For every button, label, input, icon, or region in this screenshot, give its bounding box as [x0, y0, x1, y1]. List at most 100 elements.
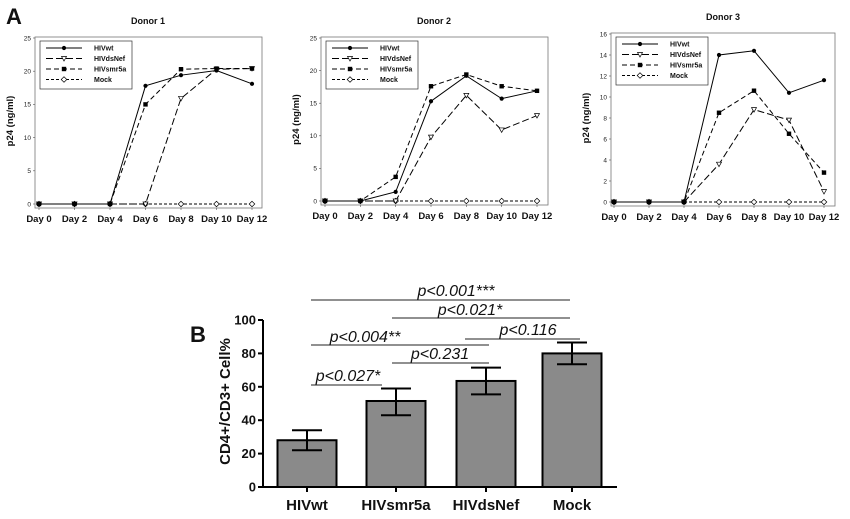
legend-box [615, 36, 709, 86]
y-tick-label: 25 [24, 35, 32, 42]
p-value-label: p<0.001*** [417, 283, 496, 300]
y-axis-label: CD4+/CD3+ Cell% [217, 338, 234, 465]
data-point-hivwt [358, 198, 363, 204]
x-tick-label: Day 4 [383, 211, 409, 222]
data-point-hivdsnef [533, 113, 541, 119]
x-tick-label: Mock [553, 497, 592, 514]
legend-label-hivwt: HIVwt [380, 46, 400, 53]
data-point-hivdsnef [715, 161, 723, 168]
data-point-hivwt [214, 68, 219, 73]
legend-box [325, 40, 419, 90]
x-tick-label: HIVdsNef [453, 497, 521, 514]
data-point-hivsmr5a [249, 66, 255, 71]
legend-marker-hivwt [61, 45, 67, 51]
y-tick-label: 16 [600, 31, 608, 38]
y-tick-label: 60 [242, 379, 256, 394]
y-tick-label: 4 [603, 157, 607, 164]
legend-label-hivdsnef: HIVdsNef [94, 56, 126, 63]
line-chart-donor-3: Donor 3 p24 (ng/ml) 0 2 4 6 8 10 12 14 16 Day 0 Day … [581, 12, 839, 223]
plot-frame [610, 32, 836, 207]
line-chart-donor-2: Donor 2 p24 (ng/ml) 0 5 10 15 20 25 Day 0 Day 2 Da… [291, 16, 552, 222]
data-point-hivsmr5a [716, 110, 722, 115]
significance-annotation: p<0.001*** [311, 283, 570, 301]
legend-marker-mock [60, 76, 68, 83]
data-point-hivwt [393, 189, 398, 194]
data-point-hivwt [499, 96, 504, 101]
data-point-mock [785, 198, 793, 206]
series-line-hivwt [39, 70, 253, 205]
panel-b-label: B [190, 322, 206, 347]
x-tick-label: Day 6 [418, 211, 443, 222]
x-tick-label: Day 10 [201, 214, 232, 225]
y-tick-label: 0 [27, 201, 31, 208]
series-hivdsnef [321, 93, 541, 205]
x-tick-label: Day 8 [454, 211, 479, 222]
data-point-hivwt [611, 199, 617, 205]
y-tick-label: 10 [24, 135, 32, 142]
data-point-hivsmr5a [143, 102, 148, 107]
plot-frame [320, 36, 549, 206]
y-tick-label: 5 [27, 168, 31, 175]
legend-marker-hivwt [637, 41, 643, 47]
legend-label-hivwt: HIVwt [670, 42, 690, 49]
data-point-hivsmr5a [786, 131, 792, 136]
y-tick-label: 20 [310, 68, 318, 75]
legend: HIVwt HIVdsNef HIVsmr5a Mock [325, 40, 419, 90]
chart-title: Donor 1 [131, 16, 165, 26]
data-point-hivwt [428, 99, 434, 104]
y-tick-label: 0 [249, 480, 256, 495]
line-chart-donor-1: Donor 1 p24 (ng/ml) 0 5 10 15 20 25 Day 0 Day 2 Da… [5, 16, 267, 225]
y-tick-label: 14 [600, 52, 608, 59]
y-tick-label: 12 [600, 73, 608, 80]
y-tick-label: 80 [242, 346, 256, 361]
x-tick-label: Day 6 [133, 214, 158, 225]
p-value-label: p<0.116 [498, 322, 556, 339]
legend-marker-hivdsnef [346, 56, 354, 62]
legend: HIVwt HIVdsNef HIVsmr5a Mock [615, 36, 709, 86]
series-line-hivdsnef [325, 94, 538, 202]
x-tick-label: Day 2 [62, 214, 87, 225]
significance-annotation: p<0.116 [465, 322, 580, 340]
data-point-mock [248, 200, 256, 208]
y-axis-label: p24 (ng/ml) [5, 96, 16, 147]
panel-a-label: A [6, 4, 22, 29]
bar-mock [541, 352, 603, 488]
legend-label-hivsmr5a: HIVsmr5a [94, 67, 126, 74]
data-point-hivwt [464, 73, 469, 78]
chart-title: Donor 3 [706, 12, 740, 22]
data-point-hivwt [178, 73, 184, 78]
series-line-hivsmr5a [614, 90, 825, 203]
data-point-hivwt [646, 199, 652, 205]
x-tick-label: Day 8 [168, 214, 193, 225]
y-tick-label: 2 [603, 178, 607, 185]
data-point-hivsmr5a [393, 174, 398, 180]
y-tick-label: 10 [600, 94, 608, 101]
legend-marker-mock [636, 72, 644, 79]
y-tick-label: 15 [310, 101, 318, 108]
data-point-hivwt [143, 83, 148, 88]
series-hivsmr5a [611, 88, 827, 205]
legend-marker-hivdsnef [60, 56, 68, 62]
data-point-hivsmr5a [821, 170, 827, 175]
series-hivwt [611, 48, 827, 205]
x-tick-label: Day 10 [774, 212, 805, 223]
x-tick-label: Day 2 [348, 211, 373, 222]
series-line-hivdsnef [614, 109, 825, 203]
legend-marker-hivsmr5a [347, 66, 353, 72]
y-tick-label: 0 [313, 198, 317, 205]
chart-title: Donor 2 [417, 16, 451, 26]
legend-marker-hivwt [347, 45, 353, 51]
p-value-label: p<0.004** [329, 329, 402, 346]
p-value-label: p<0.021* [437, 302, 503, 319]
data-point-hivwt [681, 199, 687, 205]
p-value-label: p<0.027* [315, 368, 381, 385]
y-tick-label: 25 [310, 35, 318, 42]
legend: HIVwt HIVdsNef HIVsmr5a Mock [39, 40, 133, 90]
legend-marker-hivsmr5a [637, 62, 643, 68]
y-tick-label: 100 [234, 313, 256, 328]
data-point-hivwt [249, 81, 255, 86]
bar-hivdsnef [455, 379, 517, 488]
data-point-mock [750, 198, 758, 206]
data-point-hivsmr5a [499, 84, 504, 89]
